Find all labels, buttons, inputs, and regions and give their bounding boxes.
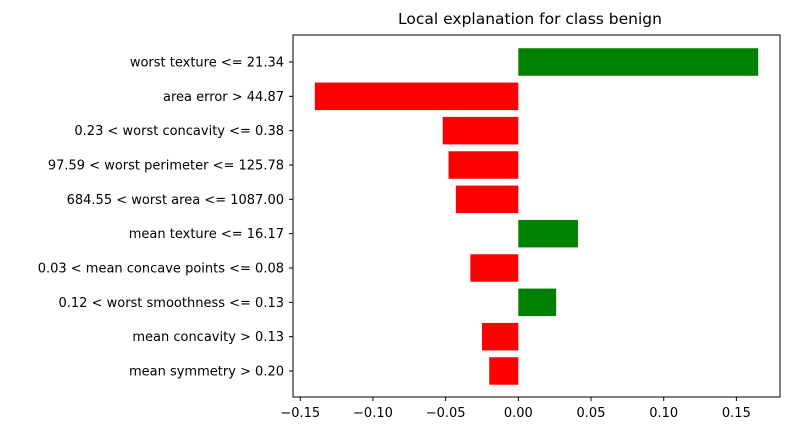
x-tick-label: 0.05	[577, 406, 606, 421]
y-tick-label: mean concavity > 0.13	[132, 330, 284, 345]
y-tick-label: 684.55 < worst area <= 1087.00	[67, 193, 284, 208]
y-tick-label: 97.59 < worst perimeter <= 125.78	[48, 159, 284, 174]
bar	[518, 219, 578, 248]
plot-frame	[292, 34, 781, 398]
x-tick-label: −0.15	[280, 406, 320, 421]
bar	[518, 48, 759, 76]
bar	[448, 151, 519, 179]
chart-title: Local explanation for class benign	[398, 10, 662, 28]
y-tick-label: 0.23 < worst concavity <= 0.38	[74, 124, 284, 139]
y-tick-label: area error > 44.87	[163, 90, 284, 105]
bar	[314, 82, 519, 111]
bar	[518, 288, 557, 317]
x-tick-label: 0.00	[504, 406, 533, 421]
y-tick-label: 0.03 < mean concave points <= 0.08	[38, 262, 284, 277]
y-tick-label: mean texture <= 16.17	[129, 227, 284, 242]
y-tick-label: 0.12 < worst smoothness <= 0.13	[59, 296, 285, 311]
bar	[481, 322, 519, 351]
y-tick-label: mean symmetry > 0.20	[129, 365, 284, 380]
bar	[470, 254, 519, 282]
x-tick-label: −0.05	[426, 406, 466, 421]
x-tick-label: 0.15	[722, 406, 751, 421]
x-tick-label: −0.10	[353, 406, 393, 421]
y-tick-label: worst texture <= 21.34	[130, 56, 284, 71]
bar	[442, 116, 519, 145]
bar	[455, 185, 519, 214]
x-tick-label: 0.10	[649, 406, 678, 421]
bar	[489, 357, 519, 385]
